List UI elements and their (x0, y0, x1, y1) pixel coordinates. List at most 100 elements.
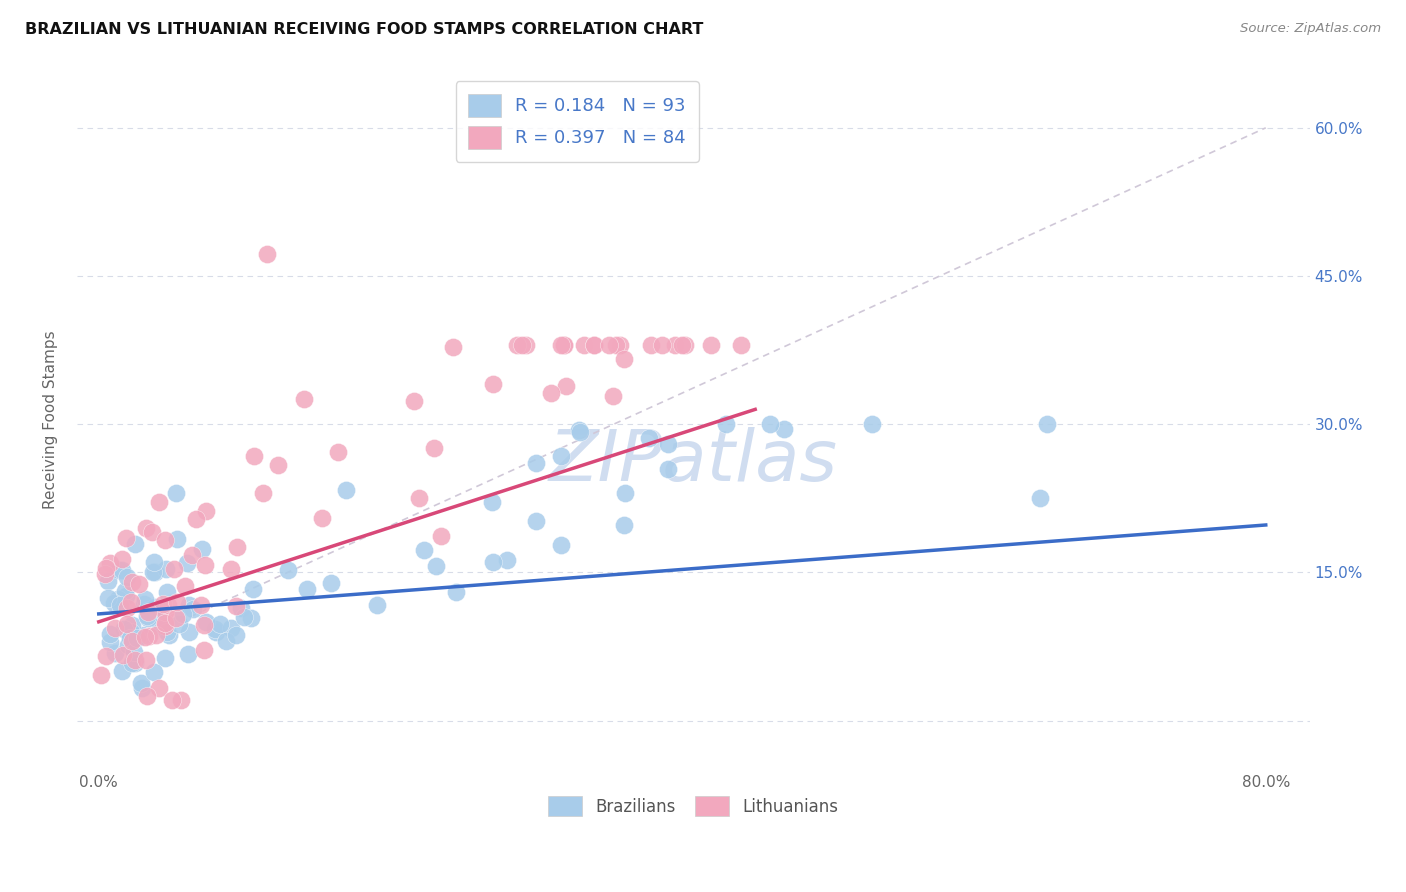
Point (125, 631, 148, 645)
Point (243, 449, 266, 463)
Point (609, 338, 631, 352)
Point (553, 338, 575, 352)
Point (174, 579, 197, 593)
Point (758, 417, 780, 432)
Point (134, 591, 156, 606)
Point (117, 570, 139, 584)
Point (423, 441, 446, 455)
Point (193, 618, 215, 632)
Point (153, 615, 176, 630)
Point (166, 533, 188, 547)
Point (132, 598, 155, 612)
Point (204, 622, 226, 636)
Point (208, 617, 231, 632)
Point (572, 338, 595, 352)
Point (193, 643, 215, 657)
Point (131, 627, 153, 641)
Point (550, 449, 572, 463)
Point (221, 622, 243, 636)
Point (118, 631, 141, 645)
Point (605, 338, 627, 352)
Point (524, 514, 547, 528)
Point (128, 577, 150, 591)
Point (121, 575, 143, 590)
Point (191, 541, 214, 556)
Point (170, 692, 193, 706)
Point (505, 338, 527, 352)
Point (179, 625, 201, 640)
Point (131, 681, 153, 695)
Point (117, 638, 139, 652)
Point (321, 576, 343, 591)
Point (413, 542, 436, 557)
Point (142, 566, 165, 580)
Point (176, 556, 198, 570)
Point (152, 597, 174, 611)
Point (153, 533, 176, 547)
Point (138, 603, 160, 617)
Point (97, 591, 120, 606)
Point (638, 431, 661, 445)
Point (120, 625, 142, 640)
Point (165, 486, 187, 500)
Point (613, 352, 636, 367)
Point (550, 338, 572, 352)
Point (177, 598, 200, 612)
Point (141, 524, 163, 539)
Point (311, 511, 333, 525)
Point (326, 445, 349, 459)
Point (553, 338, 575, 352)
Point (138, 629, 160, 643)
Point (1028, 491, 1050, 506)
Point (111, 552, 134, 566)
Point (111, 563, 134, 577)
Point (515, 338, 537, 352)
Point (90, 667, 112, 681)
Point (602, 389, 624, 403)
Point (190, 598, 212, 612)
Point (510, 338, 533, 352)
Point (194, 558, 217, 572)
Text: ZIPatlas: ZIPatlas (548, 427, 838, 496)
Point (657, 462, 679, 476)
Point (335, 483, 357, 497)
Point (112, 648, 135, 663)
Point (481, 555, 503, 569)
Point (297, 582, 319, 596)
Point (98, 635, 121, 649)
Point (651, 338, 673, 352)
Point (184, 511, 207, 525)
Point (135, 653, 157, 667)
Point (112, 622, 135, 636)
Point (104, 646, 127, 660)
Point (215, 634, 238, 648)
Point (157, 598, 180, 612)
Y-axis label: Receiving Food Stamps: Receiving Food Stamps (44, 330, 58, 508)
Point (441, 340, 464, 354)
Point (156, 624, 179, 639)
Point (135, 521, 157, 535)
Point (240, 611, 263, 625)
Point (129, 676, 152, 690)
Point (256, 247, 278, 261)
Point (163, 562, 186, 576)
Point (568, 423, 591, 437)
Point (673, 338, 696, 352)
Point (136, 609, 159, 624)
Point (180, 548, 202, 562)
Point (225, 599, 247, 613)
Point (481, 495, 503, 509)
Point (402, 394, 425, 409)
Point (277, 563, 299, 577)
Point (425, 559, 447, 574)
Point (115, 600, 138, 615)
Point (153, 651, 176, 665)
Legend: Brazilians, Lithuanians: Brazilians, Lithuanians (540, 788, 846, 825)
Point (136, 611, 159, 625)
Point (107, 563, 129, 577)
Point (120, 595, 142, 609)
Point (242, 582, 264, 596)
Point (444, 585, 467, 599)
Point (107, 592, 129, 607)
Point (153, 605, 176, 619)
